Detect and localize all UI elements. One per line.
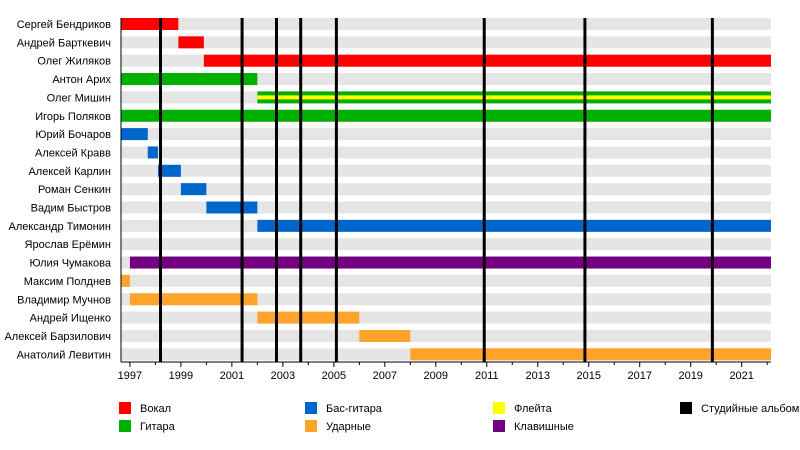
legend-label-vocals: Вокал	[140, 403, 171, 415]
member-bar-guitar	[121, 73, 258, 86]
member-bar-bass	[147, 146, 158, 159]
member-bar-guitar	[121, 109, 771, 122]
row-background	[121, 164, 771, 177]
legend-label-guitar: Гитара	[140, 421, 176, 433]
x-tick-label: 2011	[475, 370, 499, 382]
member-name-label: Юрий Бочаров	[35, 129, 111, 141]
member-name-label: Юлия Чумакова	[30, 258, 112, 270]
legend-label-flute: Флейта	[514, 403, 553, 415]
x-tick-label: 2013	[526, 370, 550, 382]
member-bar-drums	[257, 311, 360, 324]
legend-label-bass: Бас-гитара	[326, 403, 383, 415]
row-background	[121, 274, 771, 287]
x-tick-label: 2001	[220, 370, 244, 382]
row-background	[121, 73, 771, 86]
studio-album-line	[299, 18, 303, 362]
member-name-label: Максим Полднев	[24, 276, 111, 288]
member-bar-bass	[121, 128, 148, 141]
row-background	[121, 146, 771, 159]
member-name-label: Владимир Мучнов	[17, 294, 111, 306]
legend-swatch-albums	[680, 402, 692, 414]
member-name-label: Олег Жиляков	[37, 56, 111, 68]
member-bar-drums	[410, 348, 771, 361]
x-tick-label: 2009	[424, 370, 448, 382]
x-tick-label: 2019	[678, 370, 702, 382]
legend-swatch-guitar	[119, 420, 131, 432]
row-background	[121, 128, 771, 141]
member-bar-drums	[129, 293, 258, 306]
row-background	[121, 311, 771, 324]
member-name-label: Ярослав Ерёмин	[25, 239, 111, 251]
member-bar-vocals	[121, 18, 179, 30]
x-tick-label: 2003	[271, 370, 295, 382]
studio-album-line	[334, 18, 338, 362]
row-background	[121, 36, 771, 49]
x-tick-label: 1997	[118, 370, 142, 382]
row-background	[121, 329, 771, 342]
member-bar-drums	[121, 274, 130, 287]
x-tick-label: 1999	[169, 370, 193, 382]
x-tick-label: 2007	[373, 370, 397, 382]
x-tick-label: 2021	[729, 370, 753, 382]
legend-swatch-keys	[493, 420, 505, 432]
member-bar-drums	[359, 329, 411, 342]
studio-album-line	[583, 18, 587, 362]
member-name-label: Антон Арих	[52, 74, 111, 86]
legend-label-keys: Клавишные	[514, 421, 574, 433]
studio-album-line	[240, 18, 244, 362]
member-name-label: Роман Сенкин	[38, 184, 111, 196]
member-bar-keys	[129, 256, 771, 269]
member-name-label: Андрей Ищенко	[30, 313, 111, 325]
member-name-label: Андрей Барткевич	[17, 37, 111, 49]
studio-album-line	[710, 18, 714, 362]
member-bar-bass	[157, 164, 181, 177]
studio-album-line	[274, 18, 278, 362]
legend-swatch-bass	[305, 402, 317, 414]
member-name-label: Сергей Бендриков	[17, 19, 111, 31]
member-bar-vocals	[203, 54, 771, 67]
legend-swatch-flute	[493, 402, 505, 414]
legend-label-albums: Студийные альбомы	[701, 403, 800, 415]
member-name-label: Анатолий Левитин	[17, 349, 111, 361]
member-bar-vocals	[178, 36, 204, 49]
member-bar-bass	[206, 201, 258, 214]
member-bar-flute	[257, 95, 771, 100]
row-background	[121, 18, 771, 30]
studio-album-line	[159, 18, 163, 362]
legend-swatch-drums	[305, 420, 317, 432]
member-name-label: Алексей Карлин	[28, 166, 111, 178]
x-tick-label: 2017	[627, 370, 651, 382]
row-background	[121, 183, 771, 196]
member-name-label: Алексей Кравв	[35, 147, 111, 159]
studio-album-line	[482, 18, 486, 362]
x-tick-label: 2005	[322, 370, 346, 382]
member-name-label: Вадим Быстров	[31, 203, 112, 215]
legend-label-drums: Ударные	[326, 421, 371, 433]
member-name-label: Александр Тимонин	[9, 221, 111, 233]
legend-swatch-vocals	[119, 402, 131, 414]
member-name-label: Игорь Поляков	[35, 111, 111, 123]
member-name-label: Алексей Барзилович	[4, 331, 111, 343]
member-bar-bass	[257, 219, 771, 232]
member-bar-bass	[180, 183, 207, 196]
x-tick-label: 2015	[577, 370, 601, 382]
row-background	[121, 293, 771, 306]
row-background	[121, 201, 771, 214]
member-name-label: Олег Мишин	[47, 92, 111, 104]
row-background	[121, 238, 771, 251]
